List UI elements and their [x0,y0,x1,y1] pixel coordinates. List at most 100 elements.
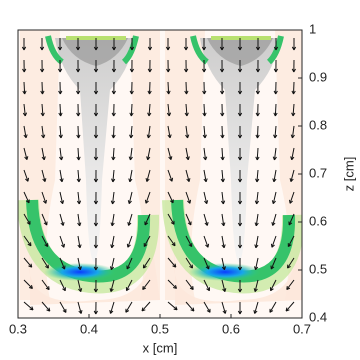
arrow-shaft [59,235,65,248]
arrow-shaft [167,279,177,289]
arrow-shaft [41,257,49,269]
arrow-shaft [290,169,295,182]
arrow-head [41,134,46,139]
arrow-shaft [287,257,295,269]
arrow-shaft [269,301,277,313]
arrow-head [254,244,259,249]
arrow-shaft [23,81,26,95]
arrow-head [125,308,130,313]
arrow-shaft [256,147,259,161]
arrow-shaft [203,147,207,160]
arrow-shaft [272,213,277,226]
arrow-head [144,199,149,204]
arrow-shaft [221,257,226,270]
arrow-head [166,68,171,73]
arrow-head [25,177,30,182]
arrow-shaft [130,125,133,138]
arrow-shaft [125,301,133,313]
arrow-head [255,112,260,117]
arrow-head [220,178,225,183]
arrow-head [220,200,226,205]
arrow-head [273,90,278,95]
x-tick-label: 0.6 [222,321,240,336]
arrow-head [75,46,81,51]
arrow-head [184,68,189,73]
arrow-head [93,222,99,227]
arrow-head [126,243,131,248]
arrow-head [237,156,243,161]
arrow-shaft [291,147,295,160]
arrow-head [62,308,67,313]
arrow-head [237,68,243,73]
arrow-head [165,46,171,51]
arrow-shaft [255,213,259,226]
arrow-shaft [185,235,193,247]
arrow-shaft [167,103,170,116]
arrow-shaft [77,257,81,270]
arrow-head [126,265,131,270]
arrow-head [271,221,276,226]
arrow-shaft [288,213,295,226]
arrow-shaft [128,213,133,226]
arrow-head [93,46,99,51]
arrow-head [286,286,291,291]
arrow-head [255,46,261,51]
arrow-shaft [221,279,226,292]
arrow-head [186,178,191,182]
arrow-head [111,178,116,183]
arrow-head [42,178,47,182]
arrow-shaft [167,169,173,182]
arrow-head [202,90,207,95]
arrow-shaft [112,125,115,139]
arrow-head [141,307,146,312]
arrow-shaft [292,103,295,117]
arrow-head [289,178,294,182]
arrow-shaft [23,213,31,225]
arrow-shaft [126,257,133,270]
arrow-head [189,264,193,269]
arrow-head [291,90,296,95]
arrow-shaft [203,213,208,226]
arrow-head [173,306,178,311]
arrow-head [93,200,99,205]
arrow-head [287,243,292,247]
arrow-shaft [185,103,188,117]
arrow-head [76,156,81,161]
arrow-shaft [203,125,206,138]
arrow-shaft [23,103,26,116]
arrow-head [254,266,259,271]
arrow-head [220,156,225,161]
arrow-shaft [289,191,295,204]
arrow-shaft [274,125,277,138]
arrow-shaft [185,191,191,204]
arrow-head [237,266,243,271]
arrow-shaft [185,125,189,138]
arrow-shaft [254,279,259,292]
arrow-shaft [23,301,34,311]
arrow-shaft [59,301,67,313]
arrow-head [204,221,209,226]
arrow-shaft [41,191,47,204]
arrow-head [144,221,149,226]
x-tick-label: 0.3 [9,321,27,336]
arrow-head [253,288,258,292]
arrow-head [43,221,48,226]
arrow-shaft [130,103,133,117]
arrow-head [219,68,225,73]
arrow-head [59,200,65,205]
arrow-head [77,266,82,271]
arrow-head [291,112,296,117]
arrow-shaft [23,257,33,268]
arrow-shaft [41,147,45,160]
arrow-head [221,222,226,227]
arrow-head [44,243,49,248]
arrow-shaft [41,103,44,117]
arrow-shaft [203,103,206,117]
arrow-head [273,46,279,51]
arrow-shaft [77,301,82,314]
arrow-shaft [255,235,259,248]
arrow-shaft [77,191,80,204]
arrow-shaft [110,257,115,270]
arrow-shaft [41,213,48,226]
